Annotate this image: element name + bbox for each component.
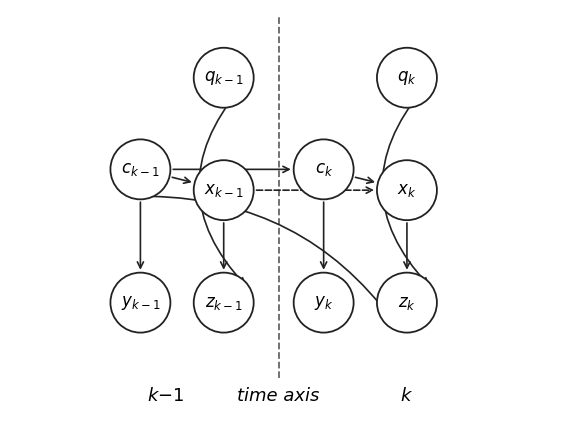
Text: $k$: $k$ (400, 387, 413, 405)
Text: $x_{k-1}$: $x_{k-1}$ (204, 181, 244, 199)
Text: $y_{k-1}$: $y_{k-1}$ (121, 294, 160, 311)
Circle shape (111, 273, 170, 333)
Circle shape (377, 160, 437, 220)
Text: $k{-}1$: $k{-}1$ (147, 387, 184, 405)
Text: $c_{k}$: $c_{k}$ (315, 160, 333, 179)
Circle shape (294, 273, 354, 333)
Circle shape (377, 48, 437, 108)
Circle shape (377, 273, 437, 333)
Circle shape (193, 273, 254, 333)
Text: time axis: time axis (237, 387, 320, 405)
Circle shape (294, 139, 354, 199)
Text: $q_{k}$: $q_{k}$ (397, 69, 417, 87)
Text: $z_{k-1}$: $z_{k-1}$ (205, 294, 243, 311)
Circle shape (193, 160, 254, 220)
Text: $x_{k}$: $x_{k}$ (397, 181, 417, 199)
Text: $c_{k-1}$: $c_{k-1}$ (121, 160, 160, 179)
Circle shape (111, 139, 170, 199)
Text: $y_{k}$: $y_{k}$ (314, 294, 333, 311)
Text: $q_{k-1}$: $q_{k-1}$ (204, 69, 244, 87)
Circle shape (193, 48, 254, 108)
Text: $z_{k}$: $z_{k}$ (398, 294, 416, 311)
